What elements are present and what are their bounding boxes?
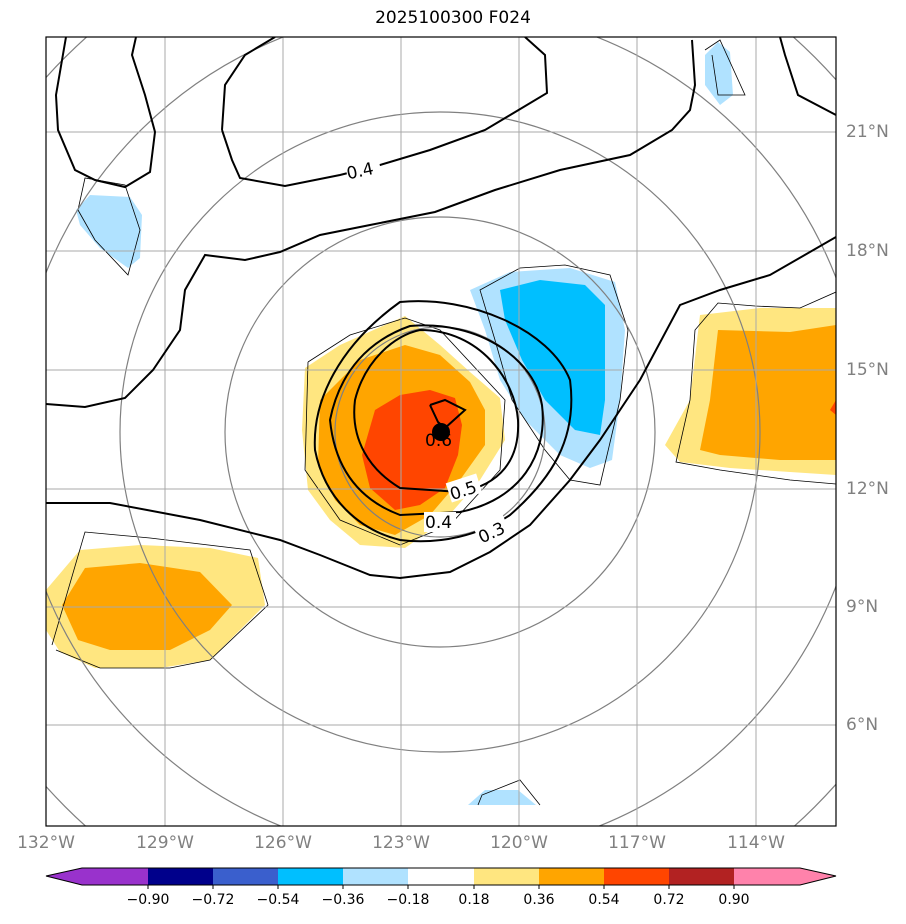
contour-0-4-west	[46, 39, 697, 409]
lon-label-120w: 120°W	[490, 833, 548, 853]
shading-orange-east	[700, 325, 836, 460]
lon-label-129w: 129°W	[136, 833, 194, 853]
colorbar-extend-left	[46, 868, 82, 885]
plot-frame	[45, 36, 837, 827]
shading-red-east-edge	[830, 400, 836, 415]
lat-label-9n: 9°N	[846, 597, 879, 617]
contour-label-group: 0.4 0.6 0.5 0.4 0.3	[344, 154, 511, 548]
contour-label-0-4-north: 0.4	[345, 159, 376, 184]
colorbar-bin-5	[343, 868, 408, 885]
contour-nw-lobe	[54, 37, 157, 189]
contour-0-4-north	[221, 37, 276, 131]
contour-ne-edge	[779, 37, 836, 116]
colorbar-outline	[45, 867, 837, 886]
colorbar-tick-label: −0.72	[191, 892, 235, 908]
lon-label-114w: 114°W	[727, 833, 785, 853]
colorbar-extend-right	[800, 868, 836, 885]
lon-label-123w: 123°W	[372, 833, 430, 853]
colorbar-tick-label: −0.54	[256, 892, 300, 908]
colorbar-tick-label: 0.18	[458, 892, 490, 908]
colorbar-bin-6	[408, 868, 474, 885]
graticule	[46, 37, 836, 826]
map-title: 2025100300 F024	[375, 8, 531, 28]
shading-light-blue-top-right	[705, 42, 733, 105]
colorbar-bin-3	[213, 868, 278, 885]
contour-0-3	[46, 236, 836, 580]
lat-label-21n: 21°N	[846, 122, 889, 142]
shading-light-blue-nw	[76, 195, 142, 268]
contour-label-0-4-core: 0.4	[425, 513, 452, 533]
storm-center-marker	[432, 423, 450, 441]
colorbar-tick-label: 0.54	[588, 892, 620, 908]
colorbar-tick-label: −0.36	[321, 892, 365, 908]
colorbar-tick-label: 0.36	[523, 892, 555, 908]
colorbar-bin-8	[539, 868, 604, 885]
lat-label-18n: 18°N	[846, 241, 889, 261]
colorbar-tick-label: 0.72	[653, 892, 685, 908]
colorbar-bin-1	[82, 868, 148, 885]
lat-label-6n: 6°N	[846, 715, 879, 735]
lon-label-126w: 126°W	[254, 833, 312, 853]
contour-0-4-core	[313, 300, 573, 543]
colorbar-bin-9	[604, 868, 669, 885]
contour-label-0-6: 0.6	[425, 431, 452, 451]
lon-label-132w: 132°W	[17, 833, 75, 853]
colorbar-bin-4	[278, 868, 343, 885]
lat-label-12n: 12°N	[846, 479, 889, 499]
colorbar-bin-10	[669, 868, 734, 885]
colorbar-bin-7	[474, 868, 539, 885]
shading-cyan-ne	[500, 280, 605, 435]
lat-label-15n: 15°N	[846, 360, 889, 380]
shading-light-blue-bottom	[468, 790, 536, 805]
colorbar	[45, 867, 837, 889]
thin-outline-contours	[51, 39, 836, 806]
colorbar-tick-label: −0.18	[386, 892, 430, 908]
contour-0-4-upper	[221, 37, 549, 188]
colorbar-bin-11	[734, 868, 800, 885]
lon-label-117w: 117°W	[608, 833, 666, 853]
colorbar-bin-2	[148, 868, 213, 885]
contour-0-5	[328, 324, 544, 517]
colorbar-tick-label: −0.90	[126, 892, 170, 908]
contour-0-6	[429, 398, 467, 430]
colorbar-tick-label: 0.90	[718, 892, 750, 908]
